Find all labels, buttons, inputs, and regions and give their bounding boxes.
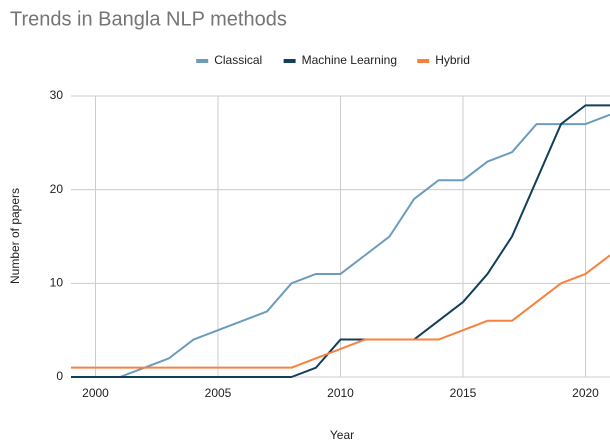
y-tick-label: 20 — [50, 182, 64, 196]
y-axis-label: Number of papers — [8, 188, 22, 284]
line-series — [71, 104, 610, 378]
legend-label: Classical — [214, 53, 262, 67]
legend-label: Hybrid — [435, 53, 470, 67]
chart-title: Trends in Bangla NLP methods — [10, 8, 287, 30]
legend-label: Machine Learning — [302, 53, 397, 67]
line-series — [71, 113, 610, 378]
x-axis-label: Year — [330, 428, 354, 442]
x-tick-label: 2020 — [572, 386, 599, 400]
x-tick-label: 2000 — [82, 386, 109, 400]
y-tick-label: 0 — [56, 369, 63, 383]
x-tick-label: 2010 — [327, 386, 354, 400]
y-tick-label: 10 — [50, 276, 64, 290]
line-series — [71, 254, 610, 369]
x-tick-label: 2005 — [205, 386, 232, 400]
y-tick-label: 30 — [50, 88, 64, 102]
x-tick-label: 2015 — [450, 386, 477, 400]
